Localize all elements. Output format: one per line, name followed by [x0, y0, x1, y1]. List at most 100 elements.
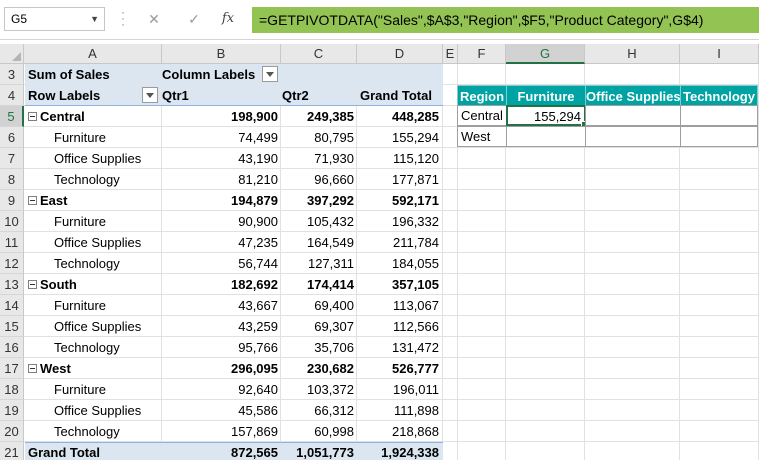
lookup-header-region[interactable]: Region	[457, 85, 507, 106]
gridline	[24, 168, 759, 169]
category-total: 196,332	[392, 214, 439, 229]
grand-total-label: Grand Total	[28, 445, 100, 460]
category-label: Office Supplies	[54, 319, 142, 334]
gridline	[24, 315, 759, 316]
lookup-region-cell[interactable]: Central	[457, 105, 507, 126]
lookup-value-cell[interactable]	[680, 105, 758, 126]
column-header-e[interactable]: E	[443, 44, 458, 64]
category-qtr1: 74,499	[238, 130, 278, 145]
pivot-region-row[interactable]: East	[28, 190, 160, 211]
grand-total-rule	[25, 442, 443, 443]
column-header-h[interactable]: H	[585, 44, 680, 64]
lookup-header-office-supplies[interactable]: Office Supplies	[585, 85, 681, 106]
collapse-icon[interactable]	[28, 280, 37, 289]
category-total: 131,472	[392, 340, 439, 355]
category-qtr1: 56,744	[238, 256, 278, 271]
category-label: Office Supplies	[54, 151, 142, 166]
column-header-b[interactable]: B	[162, 44, 281, 64]
category-qtr1: 81,210	[238, 172, 278, 187]
row-header-8[interactable]: 8	[0, 169, 24, 190]
category-qtr2: 103,372	[307, 382, 354, 397]
gridline	[24, 231, 759, 232]
category-total: 115,120	[392, 151, 439, 166]
chevron-down-icon[interactable]: ▼	[90, 14, 99, 24]
pivot-qtr2-header: Qtr2	[282, 88, 309, 103]
region-total: 592,171	[392, 193, 439, 208]
pivot-region-row[interactable]: South	[28, 274, 160, 295]
insert-function-icon[interactable]: fx	[221, 11, 235, 26]
row-header-9[interactable]: 9	[0, 190, 24, 211]
region-label: South	[40, 277, 77, 292]
row-header-12[interactable]: 12	[0, 253, 24, 274]
row-header-21[interactable]: 21	[0, 442, 24, 460]
row-header-18[interactable]: 18	[0, 379, 24, 400]
name-box[interactable]: G5 ▼	[4, 7, 105, 31]
enter-button[interactable]: ✓	[188, 11, 200, 27]
row-header-19[interactable]: 19	[0, 400, 24, 421]
lookup-header-technology[interactable]: Technology	[680, 85, 758, 106]
grand-total-qtr1: 872,565	[231, 445, 278, 460]
category-qtr2: 164,549	[307, 235, 354, 250]
category-total: 177,871	[392, 172, 439, 187]
lookup-value-cell[interactable]	[680, 126, 758, 147]
category-total: 111,898	[393, 403, 439, 418]
pivot-column-labels: Column Labels	[162, 67, 256, 82]
lookup-region-cell[interactable]: West	[457, 126, 507, 147]
row-header-15[interactable]: 15	[0, 316, 24, 337]
pivot-header-rule	[25, 105, 443, 106]
category-qtr2: 69,400	[314, 298, 354, 313]
row-header-16[interactable]: 16	[0, 337, 24, 358]
category-total: 155,294	[392, 130, 439, 145]
category-qtr1: 90,900	[238, 214, 278, 229]
column-header-i[interactable]: I	[680, 44, 759, 64]
column-header-f[interactable]: F	[458, 44, 506, 64]
row-header-14[interactable]: 14	[0, 295, 24, 316]
drag-handle-icon[interactable]: · · ·	[121, 5, 125, 31]
collapse-icon[interactable]	[28, 112, 37, 121]
pivot-header-band	[25, 85, 443, 106]
row-header-3[interactable]: 3	[0, 64, 24, 85]
column-labels-filter-button[interactable]	[262, 66, 278, 82]
row-header-20[interactable]: 20	[0, 421, 24, 442]
grand-total-qtr2: 1,051,773	[296, 445, 354, 460]
row-header-11[interactable]: 11	[0, 232, 24, 253]
row-header-6[interactable]: 6	[0, 127, 24, 148]
column-header-c[interactable]: C	[281, 44, 357, 64]
region-qtr2: 230,682	[307, 361, 354, 376]
category-qtr2: 96,660	[314, 172, 354, 187]
category-qtr2: 66,312	[314, 403, 354, 418]
pivot-sum-label: Sum of Sales	[28, 67, 110, 82]
pivot-region-row[interactable]: West	[28, 358, 160, 379]
category-qtr1: 47,235	[238, 235, 278, 250]
lookup-header-furniture[interactable]: Furniture	[506, 85, 586, 106]
row-header-5[interactable]: 5	[0, 106, 24, 127]
cancel-button[interactable]: ✕	[148, 11, 160, 27]
region-qtr1: 296,095	[231, 361, 278, 376]
region-qtr1: 182,692	[231, 277, 278, 292]
grand-total-total: 1,924,338	[381, 445, 439, 460]
row-header-17[interactable]: 17	[0, 358, 24, 379]
row-labels-filter-button[interactable]	[142, 87, 158, 103]
pivot-qtr1-header: Qtr1	[162, 88, 189, 103]
category-label: Office Supplies	[54, 235, 142, 250]
category-label: Technology	[54, 172, 120, 187]
row-header-7[interactable]: 7	[0, 148, 24, 169]
lookup-value-cell[interactable]	[585, 105, 681, 126]
formula-input[interactable]: =GETPIVOTDATA("Sales",$A$3,"Region",$F5,…	[252, 7, 759, 33]
row-header-13[interactable]: 13	[0, 274, 24, 295]
gridline	[280, 64, 281, 460]
pivot-region-row[interactable]: Central	[28, 106, 160, 127]
row-header-10[interactable]: 10	[0, 211, 24, 232]
gridline	[584, 64, 585, 460]
column-header-a[interactable]: A	[24, 44, 162, 64]
column-header-g[interactable]: G	[506, 44, 585, 64]
collapse-icon[interactable]	[28, 196, 37, 205]
select-all-corner[interactable]	[0, 44, 24, 64]
column-header-d[interactable]: D	[357, 44, 443, 64]
active-cell[interactable]: 155,294	[506, 105, 588, 128]
collapse-icon[interactable]	[28, 364, 37, 373]
row-header-4[interactable]: 4	[0, 85, 24, 106]
lookup-value-cell[interactable]	[585, 126, 681, 147]
lookup-value-cell[interactable]	[506, 126, 586, 147]
category-label: Office Supplies	[54, 403, 142, 418]
